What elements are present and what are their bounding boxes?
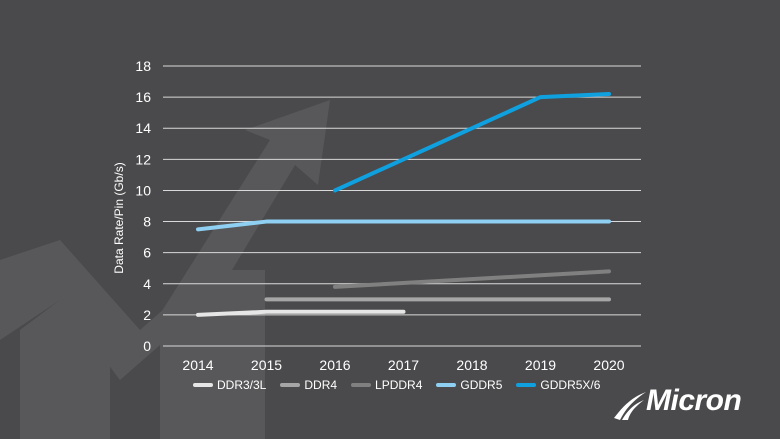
y-tick-label: 8 [143, 214, 151, 230]
y-tick-label: 10 [135, 182, 151, 198]
legend-item: GDDR5X/6 [516, 378, 600, 392]
series-line-gddr5 [196, 219, 611, 232]
series-line-ddr3-3l [196, 309, 406, 317]
y-tick-label: 16 [135, 89, 151, 105]
legend-item: GDDR5 [436, 378, 502, 392]
series-lines [196, 92, 611, 317]
y-axis-label: Data Rate/Pin (Gb/s) [112, 162, 126, 273]
series-line-gddr5x-6 [333, 92, 611, 193]
legend-swatch [516, 383, 537, 387]
y-tick-label: 18 [135, 58, 151, 74]
legend-item: LPDDR4 [351, 378, 422, 392]
legend-label: GDDR5X/6 [540, 378, 601, 392]
micron-logo: Micron [612, 384, 772, 424]
legend-label: DDR4 [304, 378, 338, 392]
y-tick-label: 14 [135, 120, 151, 136]
x-tick-label: 2016 [319, 357, 350, 373]
x-tick-label: 2017 [388, 357, 419, 373]
legend-swatch [436, 383, 457, 387]
y-tick-label: 12 [135, 151, 151, 167]
y-tick-label: 0 [143, 338, 151, 354]
background-arrow-graphic [0, 100, 330, 439]
legend-swatch [351, 383, 372, 387]
legend-swatch [193, 383, 213, 387]
x-tick-label: 2018 [456, 357, 487, 373]
y-axis-ticks: 0 2 4 6 8 10 12 14 16 18 [135, 58, 151, 354]
x-tick-label: 2020 [593, 357, 624, 373]
legend: DDR3/3L DDR4 LPDDR4 GDDR5 GDDR5X/6 [193, 378, 600, 392]
legend-label: DDR3/3L [217, 378, 267, 392]
micron-swoosh-icon [614, 392, 646, 420]
x-tick-label: 2019 [525, 357, 556, 373]
legend-label: GDDR5 [460, 378, 503, 392]
y-tick-label: 2 [143, 307, 151, 323]
x-tick-label: 2014 [182, 357, 213, 373]
legend-swatch [280, 383, 301, 387]
x-tick-label: 2015 [251, 357, 282, 373]
legend-item: DDR4 [280, 378, 337, 392]
legend-item: DDR3/3L [193, 378, 266, 392]
y-tick-label: 6 [143, 245, 151, 261]
y-tick-label: 4 [143, 276, 151, 292]
legend-label: LPDDR4 [375, 378, 423, 392]
series-line-lpddr4 [333, 269, 611, 289]
x-axis-ticks: 2014 2015 2016 2017 2018 2019 2020 [182, 357, 624, 373]
micron-logo-text: Micron [646, 384, 742, 417]
